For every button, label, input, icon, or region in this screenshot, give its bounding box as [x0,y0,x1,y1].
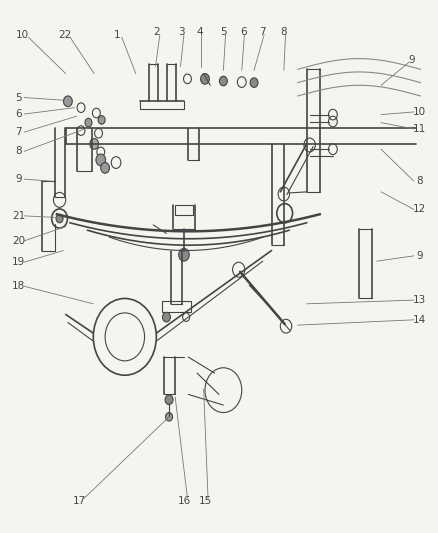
Text: 14: 14 [413,315,426,325]
Circle shape [64,96,72,107]
Text: 10: 10 [413,107,426,117]
Text: 9: 9 [416,251,423,261]
Text: 5: 5 [15,93,22,102]
Text: 19: 19 [12,257,25,267]
Text: 8: 8 [280,27,287,37]
Text: 1: 1 [114,30,121,39]
Text: 9: 9 [408,55,415,64]
Text: 11: 11 [413,124,426,134]
Text: 16: 16 [177,496,191,506]
Text: 9: 9 [15,174,22,184]
Circle shape [201,74,209,84]
Text: 22: 22 [58,30,71,39]
Text: 10: 10 [16,30,29,39]
Circle shape [179,248,189,261]
Text: 7: 7 [15,127,22,137]
Text: 7: 7 [259,27,266,37]
Circle shape [90,139,99,149]
Circle shape [165,395,173,405]
Circle shape [250,78,258,87]
Text: 4: 4 [196,27,203,37]
Text: 17: 17 [73,496,86,506]
Text: 20: 20 [12,236,25,246]
Text: 18: 18 [12,281,25,291]
Circle shape [98,116,105,124]
Text: 2: 2 [153,27,160,37]
Bar [162,301,191,312]
Circle shape [56,214,63,223]
Bar [175,205,193,215]
Text: 21: 21 [12,211,25,221]
Circle shape [96,154,106,166]
Circle shape [166,413,173,421]
Text: 8: 8 [416,176,423,186]
Circle shape [101,163,110,173]
Text: 3: 3 [178,27,185,37]
Text: 6: 6 [240,27,247,37]
Text: 5: 5 [220,27,227,37]
Circle shape [85,118,92,127]
Text: 12: 12 [413,205,426,214]
Circle shape [219,76,227,86]
Text: 13: 13 [413,295,426,305]
Circle shape [162,312,170,322]
Text: 15: 15 [198,496,212,506]
Text: 6: 6 [15,109,22,119]
Text: 8: 8 [15,147,22,156]
